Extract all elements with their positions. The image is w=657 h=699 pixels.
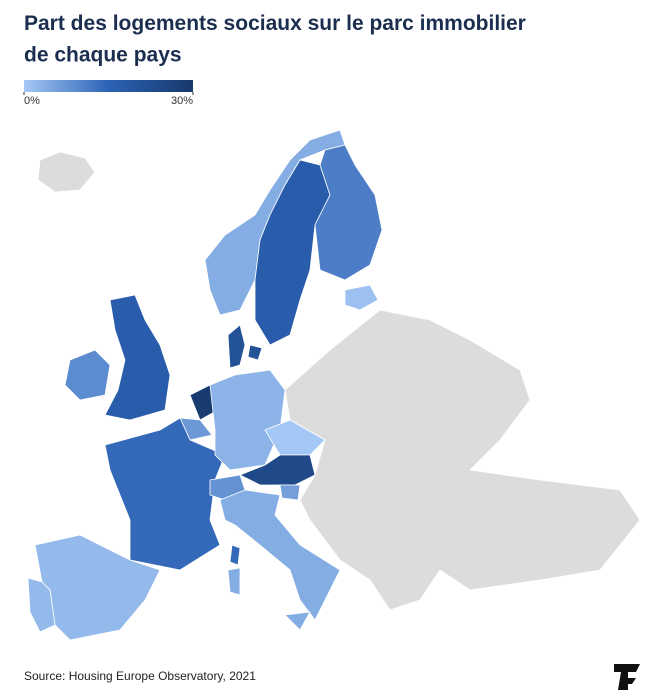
country <box>104 294 171 421</box>
country <box>64 349 111 401</box>
country <box>344 284 379 311</box>
legend-bar <box>24 80 193 92</box>
country <box>209 369 286 471</box>
country <box>27 577 56 633</box>
legend-label: 30% <box>171 95 193 107</box>
countries <box>27 129 383 641</box>
source: Source: Housing Europe Observatory, 2021 <box>24 669 256 683</box>
no-data-country <box>37 151 96 193</box>
no-data-countries <box>37 151 641 611</box>
chart-title: Part des logements sociaux sur le parc i… <box>24 12 526 35</box>
chart-title-line2: de chaque pays <box>24 44 182 67</box>
country <box>239 454 316 486</box>
logo <box>614 664 640 690</box>
no-data-country <box>284 309 641 611</box>
country <box>219 489 341 631</box>
country <box>279 484 301 501</box>
country <box>104 417 241 571</box>
country <box>227 324 263 369</box>
title-line: Part des logements sociaux sur le parc i… <box>24 12 526 35</box>
legend-label: 0% <box>24 95 40 107</box>
country <box>314 144 383 281</box>
country <box>264 419 326 456</box>
